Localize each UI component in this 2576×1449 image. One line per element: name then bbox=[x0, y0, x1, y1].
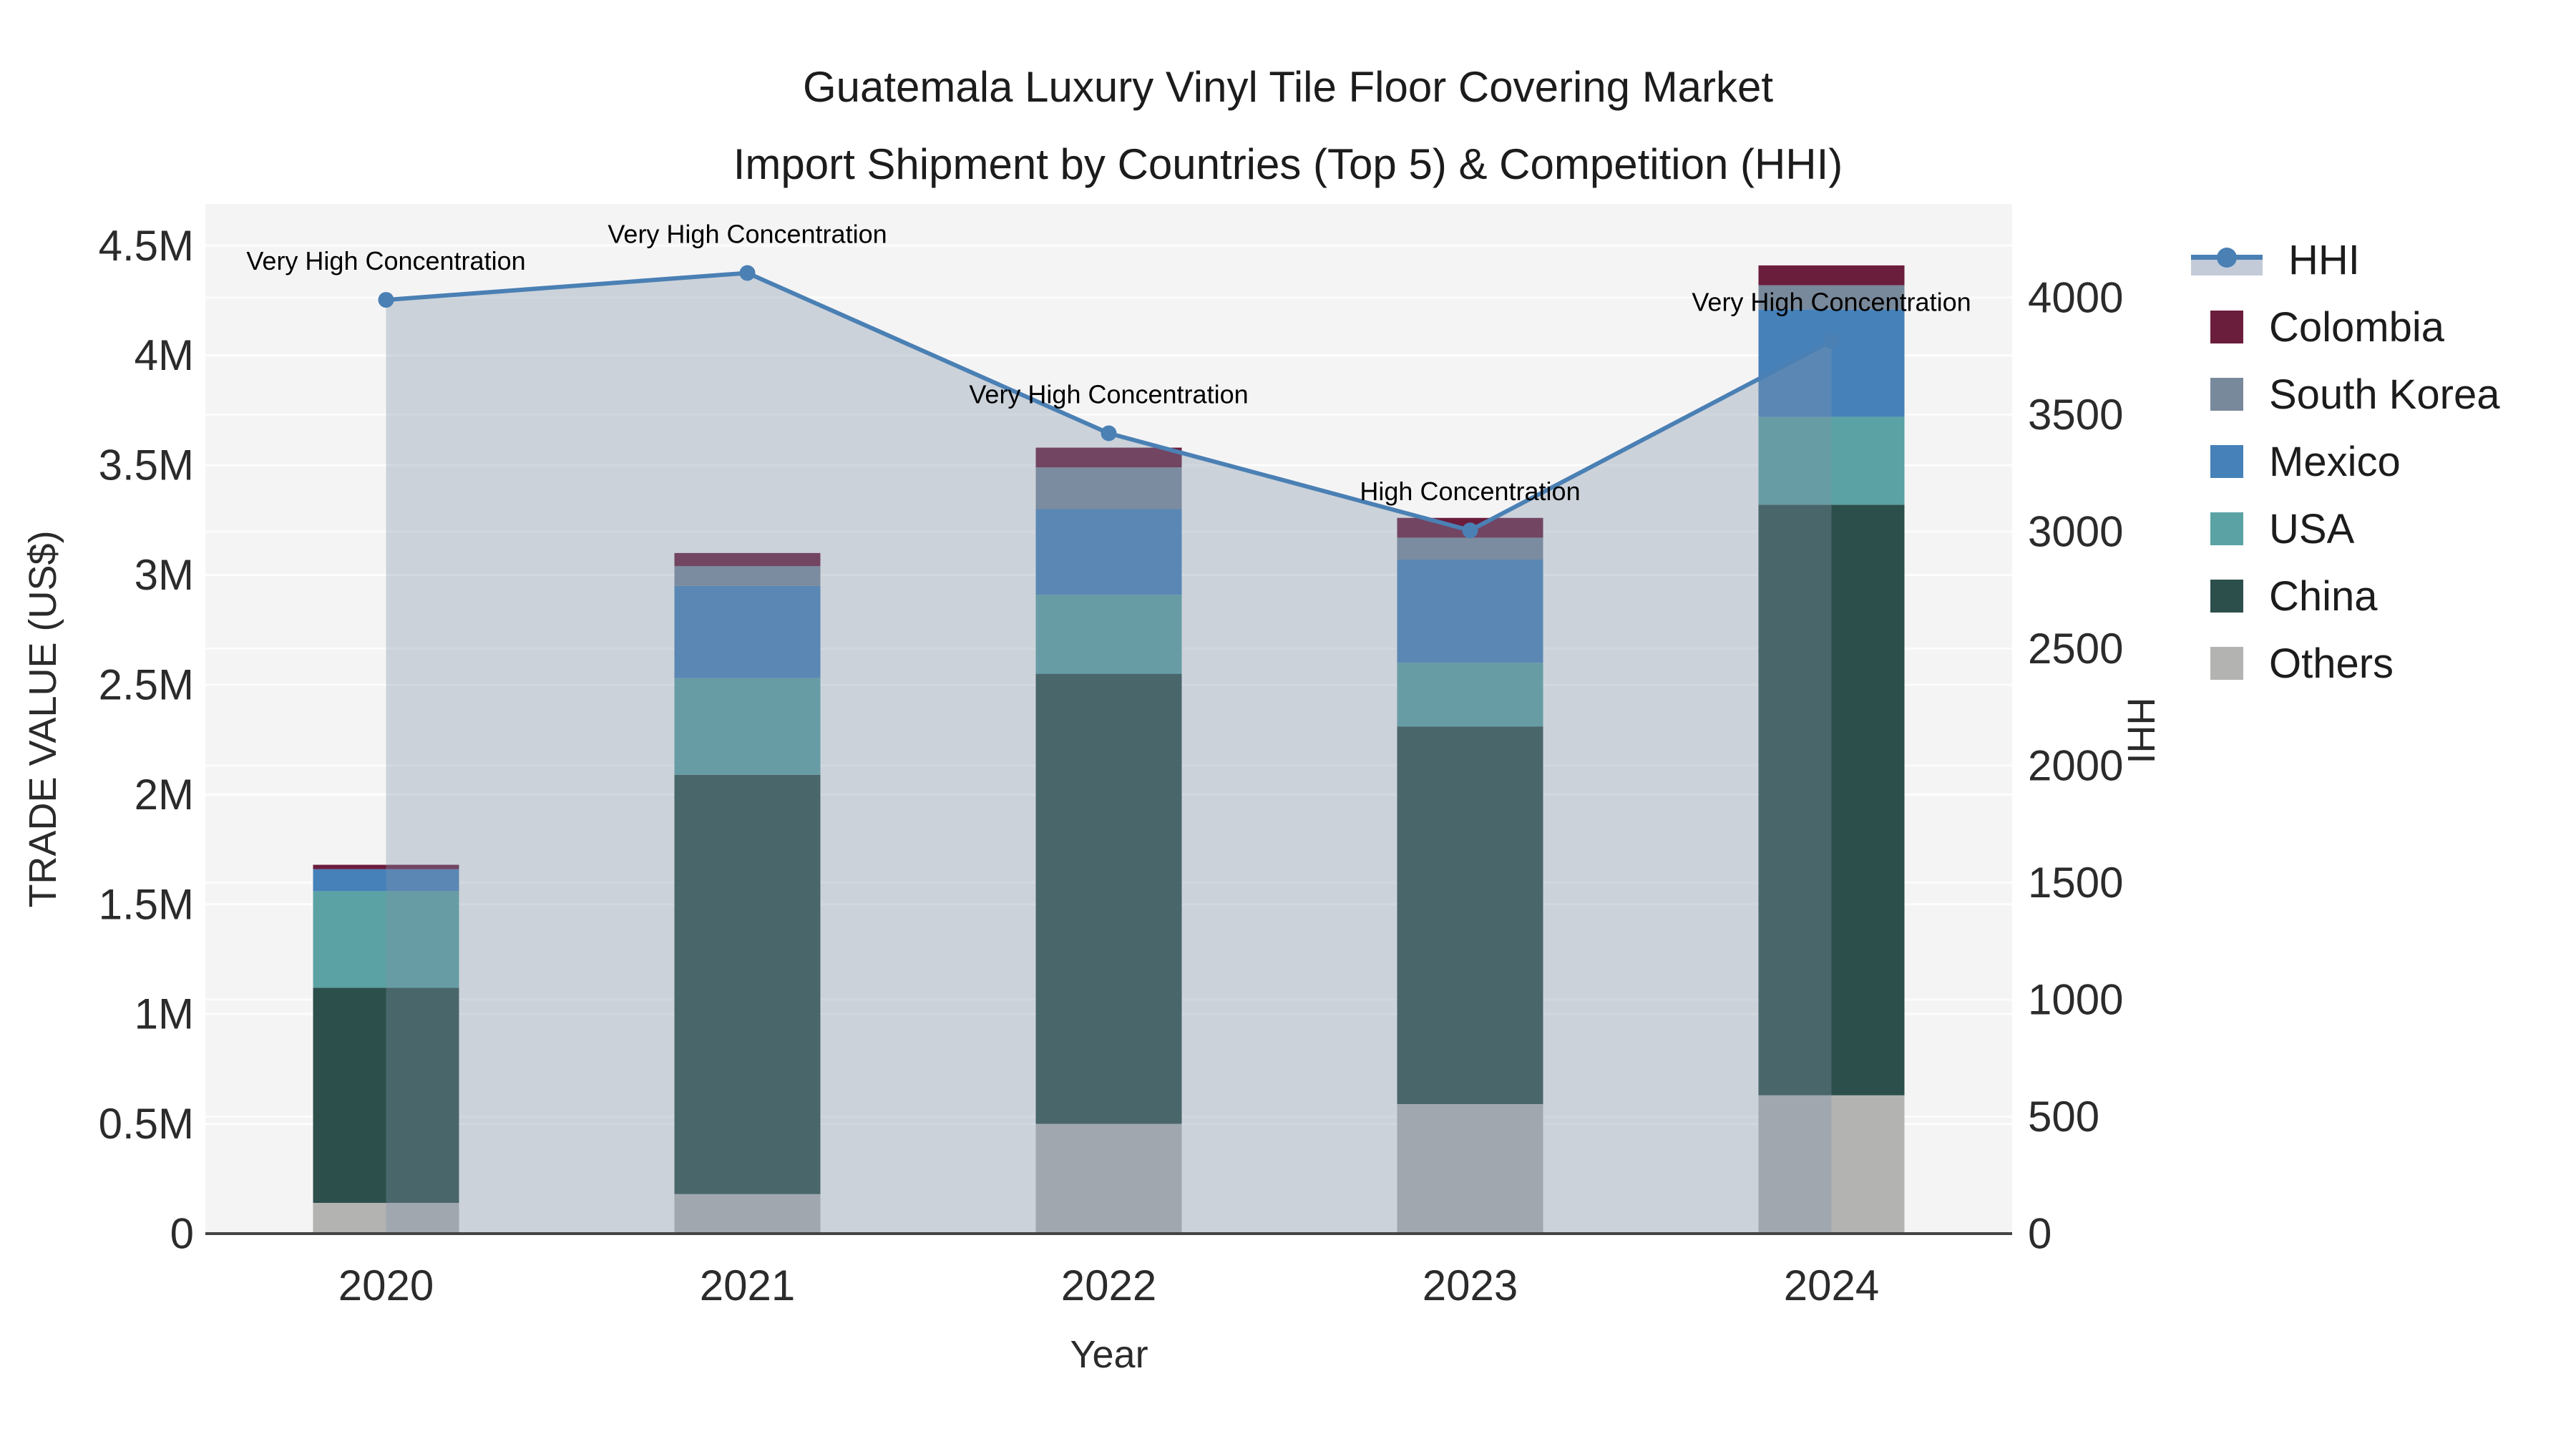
bar-segment-others-2021[interactable] bbox=[674, 1194, 821, 1234]
y-left-tick-2M: 2M bbox=[135, 771, 194, 819]
y-right-tick-500: 500 bbox=[2028, 1093, 2099, 1141]
x-tick-2023[interactable]: 2023 bbox=[1423, 1262, 1518, 1309]
hhi-marker-2024[interactable] bbox=[1823, 333, 1840, 349]
bar-segment-mexico-2022[interactable] bbox=[1035, 509, 1182, 595]
x-tick-2020[interactable]: 2020 bbox=[338, 1262, 434, 1309]
bar-segment-colombia-2021[interactable] bbox=[674, 552, 821, 567]
bar-segment-others-2022[interactable] bbox=[1035, 1123, 1182, 1234]
y-left-tick-1M: 1M bbox=[135, 990, 194, 1038]
y-axis-title-right: HHI bbox=[2119, 697, 2162, 764]
y-left-tick-0.5M: 0.5M bbox=[99, 1100, 194, 1148]
y-right-tick-3500: 3500 bbox=[2028, 391, 2123, 439]
x-tick-2024[interactable]: 2024 bbox=[1784, 1262, 1879, 1309]
bar-segment-usa-2024[interactable] bbox=[1758, 416, 1905, 505]
legend-label: Others bbox=[2269, 640, 2394, 687]
bar-segment-colombia-2020[interactable] bbox=[313, 864, 459, 869]
x-tick-2022[interactable]: 2022 bbox=[1061, 1262, 1156, 1309]
y-left-tick-4.5M: 4.5M bbox=[99, 222, 194, 270]
legend-item-others[interactable]: Others bbox=[2191, 630, 2499, 697]
hhi-marker-2022[interactable] bbox=[1101, 425, 1117, 441]
y-left-tick-0: 0 bbox=[170, 1210, 194, 1258]
hhi-marker-2023[interactable] bbox=[1462, 522, 1478, 539]
bar-segment-south-korea-2024[interactable] bbox=[1758, 285, 1905, 310]
bar-segment-others-2023[interactable] bbox=[1397, 1103, 1543, 1234]
legend-item-usa[interactable]: USA bbox=[2191, 495, 2499, 562]
mexico-swatch-icon bbox=[2210, 445, 2243, 478]
y-right-tick-2500: 2500 bbox=[2028, 625, 2123, 673]
x-axis-title: Year bbox=[1070, 1333, 1148, 1376]
y-left-tick-4M: 4M bbox=[135, 331, 194, 379]
y-right-tick-1000: 1000 bbox=[2028, 975, 2123, 1023]
x-tick-2021[interactable]: 2021 bbox=[700, 1262, 795, 1309]
legend-label: Mexico bbox=[2269, 438, 2401, 485]
bar-segment-china-2023[interactable] bbox=[1397, 726, 1543, 1104]
bar-segment-south-korea-2021[interactable] bbox=[674, 566, 821, 586]
bar-segment-south-korea-2023[interactable] bbox=[1397, 537, 1543, 560]
bar-segment-china-2024[interactable] bbox=[1758, 504, 1905, 1096]
china-swatch-icon bbox=[2210, 580, 2243, 613]
y-left-tick-3.5M: 3.5M bbox=[99, 441, 194, 489]
legend-item-china[interactable]: China bbox=[2191, 562, 2499, 630]
y-right-tick-2000: 2000 bbox=[2028, 741, 2123, 789]
chart-title-line2: Import Shipment by Countries (Top 5) & C… bbox=[733, 140, 1843, 188]
usa-swatch-icon bbox=[2210, 512, 2243, 545]
chart-title: Guatemala Luxury Vinyl Tile Floor Coveri… bbox=[0, 49, 2576, 203]
y-right-tick-0: 0 bbox=[2028, 1210, 2051, 1258]
bar-segment-others-2020[interactable] bbox=[313, 1203, 459, 1234]
chart-title-line1: Guatemala Luxury Vinyl Tile Floor Coveri… bbox=[802, 63, 1774, 111]
bar-segment-china-2021[interactable] bbox=[674, 774, 821, 1194]
legend-item-mexico[interactable]: Mexico bbox=[2191, 428, 2499, 495]
bar-segment-mexico-2024[interactable] bbox=[1758, 309, 1905, 417]
legend-item-colombia[interactable]: Colombia bbox=[2191, 293, 2499, 361]
y-right-tick-4000: 4000 bbox=[2028, 273, 2123, 321]
hhi-marker-2020[interactable] bbox=[378, 292, 394, 308]
legend-label: HHI bbox=[2288, 236, 2360, 283]
legend-label: Colombia bbox=[2269, 303, 2444, 351]
bar-segment-south-korea-2022[interactable] bbox=[1035, 467, 1182, 509]
bar-segment-others-2024[interactable] bbox=[1758, 1095, 1905, 1234]
legend-item-hhi[interactable]: HHI bbox=[2191, 226, 2499, 293]
colombia-swatch-icon bbox=[2210, 311, 2243, 343]
bar-segment-mexico-2020[interactable] bbox=[313, 869, 459, 892]
bar-segment-usa-2020[interactable] bbox=[313, 891, 459, 988]
bar-segment-mexico-2021[interactable] bbox=[674, 585, 821, 678]
bar-segment-usa-2022[interactable] bbox=[1035, 595, 1182, 674]
y-right-tick-3000: 3000 bbox=[2028, 507, 2123, 555]
hhi-fill-area bbox=[386, 273, 1832, 1234]
south-korea-swatch-icon bbox=[2210, 378, 2243, 411]
legend-item-south-korea[interactable]: South Korea bbox=[2191, 361, 2499, 428]
bar-segment-usa-2023[interactable] bbox=[1397, 663, 1543, 727]
annotation-2023: High Concentration bbox=[1360, 477, 1580, 506]
annotation-2021: Very High Concentration bbox=[608, 219, 887, 248]
hhi-line-swatch-icon bbox=[2191, 240, 2263, 280]
bar-segment-colombia-2022[interactable] bbox=[1035, 447, 1182, 468]
bar-segment-mexico-2023[interactable] bbox=[1397, 560, 1543, 663]
y-left-tick-1.5M: 1.5M bbox=[99, 880, 194, 928]
bar-segment-china-2020[interactable] bbox=[313, 987, 459, 1204]
annotation-2024: Very High Concentration bbox=[1692, 287, 1971, 316]
bar-segment-china-2022[interactable] bbox=[1035, 673, 1182, 1124]
y-axis-title-left: TRADE VALUE (US$) bbox=[21, 530, 64, 908]
y-left-tick-2.5M: 2.5M bbox=[99, 660, 194, 708]
others-swatch-icon bbox=[2210, 647, 2243, 680]
hhi-marker-2021[interactable] bbox=[739, 265, 756, 281]
legend-label: South Korea bbox=[2269, 371, 2500, 418]
y-left-tick-3M: 3M bbox=[135, 551, 194, 599]
bar-segment-usa-2021[interactable] bbox=[674, 678, 821, 775]
legend: HHI Colombia South Korea Mexico USA Chin… bbox=[2191, 226, 2499, 697]
legend-label: USA bbox=[2269, 505, 2355, 552]
legend-label: China bbox=[2269, 572, 2378, 620]
y-right-tick-1500: 1500 bbox=[2028, 859, 2123, 907]
annotation-2022: Very High Concentration bbox=[969, 380, 1248, 409]
annotation-2020: Very High Concentration bbox=[246, 246, 525, 275]
bar-segment-colombia-2024[interactable] bbox=[1758, 265, 1905, 286]
